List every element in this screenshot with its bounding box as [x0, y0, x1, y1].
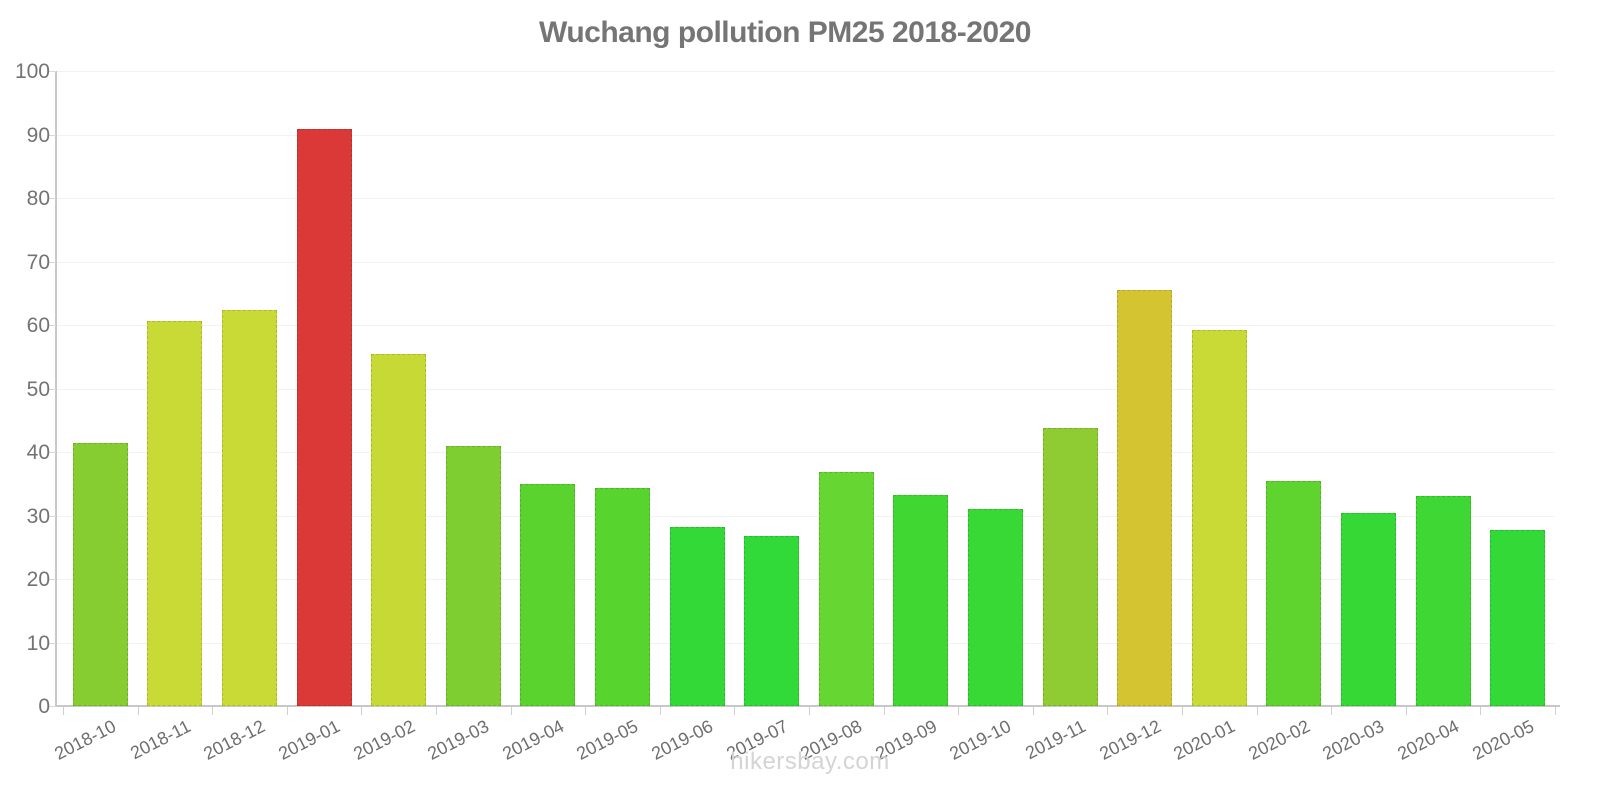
- x-axis-tick-12: [958, 707, 960, 715]
- x-axis-tick-11: [883, 707, 885, 715]
- x-axis-tick-16: [1256, 707, 1258, 715]
- bar-2020-02[interactable]: [1266, 481, 1322, 706]
- gridline-y-10: [57, 642, 1555, 644]
- gridline-y-80: [57, 198, 1555, 199]
- x-axis-tick-20: [1555, 707, 1556, 715]
- y-axis-label-30: 30: [26, 504, 50, 528]
- bar-2019-06[interactable]: [669, 526, 725, 706]
- y-axis-label-20: 20: [26, 568, 50, 591]
- y-axis-label-70: 70: [26, 250, 50, 274]
- y-axis-tick-90: [48, 134, 56, 136]
- gridline-y-90: [57, 134, 1555, 136]
- x-axis-tick-17: [1331, 707, 1333, 715]
- gridline-y-60: [57, 325, 1555, 326]
- y-axis-label-90: 90: [26, 123, 50, 147]
- y-axis-label-80: 80: [26, 187, 50, 210]
- y-axis-label-40: 40: [26, 441, 50, 464]
- bar-2018-11[interactable]: [147, 321, 203, 706]
- gridline-y-50: [57, 388, 1555, 390]
- x-axis-tick-15: [1182, 707, 1183, 715]
- bar-2018-12[interactable]: [222, 310, 277, 706]
- y-axis-tick-20: [48, 579, 56, 580]
- bar-2019-12[interactable]: [1117, 290, 1173, 706]
- y-axis-tick-40: [48, 452, 56, 453]
- bar-2020-03[interactable]: [1341, 512, 1396, 706]
- x-axis-tick-6: [510, 707, 512, 715]
- y-axis-line: [55, 71, 57, 707]
- bar-2019-04[interactable]: [520, 484, 576, 706]
- bar-2020-04[interactable]: [1415, 496, 1471, 706]
- y-axis-tick-30: [48, 515, 56, 517]
- bar-2020-05[interactable]: [1490, 530, 1546, 706]
- x-axis-tick-19: [1480, 707, 1482, 715]
- x-axis-tick-10: [809, 707, 810, 715]
- y-axis-tick-70: [48, 261, 56, 263]
- x-axis-tick-4: [361, 707, 363, 715]
- bar-2020-01[interactable]: [1191, 330, 1247, 706]
- x-axis-tick-2: [212, 707, 214, 715]
- y-axis-tick-80: [48, 198, 56, 199]
- y-axis-tick-100: [48, 71, 56, 72]
- bar-2019-01[interactable]: [296, 129, 352, 706]
- x-axis-tick-7: [585, 707, 587, 715]
- y-axis-label-60: 60: [26, 314, 50, 337]
- bar-2019-07[interactable]: [744, 535, 800, 706]
- x-axis-tick-3: [286, 707, 288, 715]
- y-axis-label-100: 100: [14, 60, 50, 83]
- bar-2019-05[interactable]: [595, 488, 650, 706]
- x-axis-tick-18: [1405, 707, 1407, 715]
- bar-2019-09[interactable]: [893, 495, 949, 706]
- bar-2019-02[interactable]: [371, 354, 427, 706]
- bar-2018-10[interactable]: [72, 443, 128, 706]
- bar-2019-10[interactable]: [968, 509, 1023, 706]
- x-axis-tick-0: [63, 707, 64, 715]
- x-axis-tick-13: [1032, 707, 1034, 715]
- x-axis-tick-9: [734, 707, 736, 715]
- y-axis-tick-10: [48, 642, 56, 644]
- y-axis-label-50: 50: [26, 377, 50, 401]
- gridline-y-100: [57, 71, 1555, 72]
- footer-watermark: hikersbay.com: [730, 748, 890, 775]
- gridline-y-70: [57, 261, 1555, 263]
- y-axis-tick-50: [48, 388, 56, 390]
- bar-2019-03[interactable]: [445, 445, 501, 706]
- bar-2019-08[interactable]: [818, 471, 874, 706]
- y-axis-tick-60: [48, 325, 56, 326]
- gridline-y-30: [57, 515, 1555, 517]
- chart-title: Wuchang pollution PM25 2018-2020: [539, 16, 1031, 49]
- x-axis-tick-8: [659, 707, 661, 715]
- x-axis-line: [55, 705, 1560, 707]
- y-axis-label-0: 0: [38, 695, 50, 718]
- y-axis-tick-0: [48, 706, 56, 707]
- x-axis-tick-1: [137, 707, 139, 715]
- y-axis-label-10: 10: [26, 631, 50, 655]
- bar-2019-11[interactable]: [1042, 427, 1098, 706]
- x-axis-tick-14: [1107, 707, 1109, 715]
- gridline-y-20: [57, 579, 1555, 580]
- x-axis-tick-5: [436, 707, 437, 715]
- x-label-holder-2020-05: 2020-05: [1408, 716, 1537, 764]
- gridline-y-40: [57, 452, 1555, 453]
